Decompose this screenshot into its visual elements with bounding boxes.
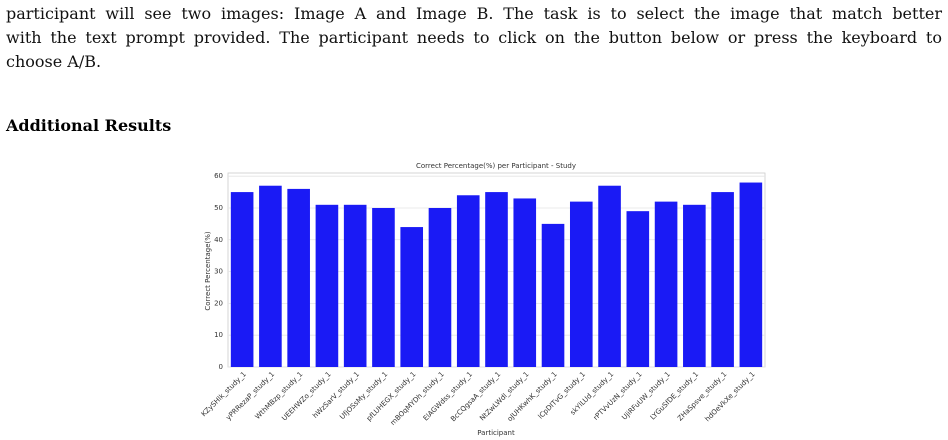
- x-tick-label: LYGuSfDE_study_1: [649, 370, 700, 421]
- x-tick-label: ElAGWdss_study_1: [422, 370, 474, 422]
- section-heading: Additional Results: [6, 116, 172, 135]
- bar: [626, 211, 650, 367]
- bar: [230, 192, 254, 367]
- y-tick-label: 40: [214, 236, 223, 244]
- bar: [513, 198, 537, 367]
- bar: [315, 204, 339, 367]
- x-tick-label: NtZwLWdl_study_1: [478, 370, 530, 422]
- bar: [456, 195, 480, 367]
- x-tick-label: pfLUHEGX_study_1: [365, 370, 418, 423]
- bar: [541, 223, 565, 367]
- bar: [711, 192, 734, 367]
- x-tick-label: BcCQgsaA_study_1: [449, 370, 502, 423]
- bar: [683, 204, 706, 367]
- x-tick-label: hdOeVkXe_study_1: [704, 370, 757, 423]
- x-tick-label: UfjOSsMy_study_1: [338, 370, 389, 421]
- x-tick-label: mBOqMYDh_study_1: [389, 370, 446, 427]
- bar: [598, 185, 621, 367]
- y-tick-label: 50: [214, 204, 223, 212]
- bar: [343, 204, 367, 367]
- paragraph-line: participant will see two images: Image A…: [6, 4, 942, 23]
- x-tick-label: oJUHKwhK_study_1: [506, 370, 559, 423]
- x-tick-label: rPTVvUzN_study_1: [592, 370, 644, 422]
- y-axis-label: Correct Percentage(%): [204, 231, 212, 311]
- paragraph-line: choose A/B.: [6, 52, 102, 71]
- bar: [372, 207, 395, 367]
- bar: [259, 185, 282, 367]
- y-tick-label: 10: [214, 331, 223, 339]
- bar: [739, 182, 763, 367]
- bar: [428, 207, 452, 367]
- x-tick-label: UEEHWZo_study_1: [280, 370, 332, 422]
- y-tick-label: 20: [214, 299, 223, 307]
- chart-title: Correct Percentage(%) per Participant - …: [416, 162, 576, 170]
- x-tick-label: WthMBzp_study_1: [254, 370, 305, 421]
- x-tick-label: UjiRFuUW_study_1: [620, 370, 672, 422]
- bar: [485, 192, 508, 367]
- y-tick-label: 0: [219, 363, 223, 371]
- x-axis-label: Participant: [477, 429, 515, 437]
- bar: [400, 227, 424, 367]
- x-tick-label: lCpDITvG_study_1: [537, 370, 588, 421]
- paragraph: participant will see two images: Image A…: [6, 2, 942, 74]
- bar: [287, 188, 310, 367]
- y-tick-label: 60: [214, 172, 223, 180]
- x-tick-label: ZHaSpsve_study_1: [676, 370, 728, 422]
- y-tick-label: 30: [214, 268, 223, 276]
- bar: [654, 201, 678, 367]
- x-tick-label: yPRRezaP_study_1: [225, 370, 277, 422]
- paragraph-line: with the text prompt provided. The parti…: [6, 28, 942, 47]
- bar: [569, 201, 593, 367]
